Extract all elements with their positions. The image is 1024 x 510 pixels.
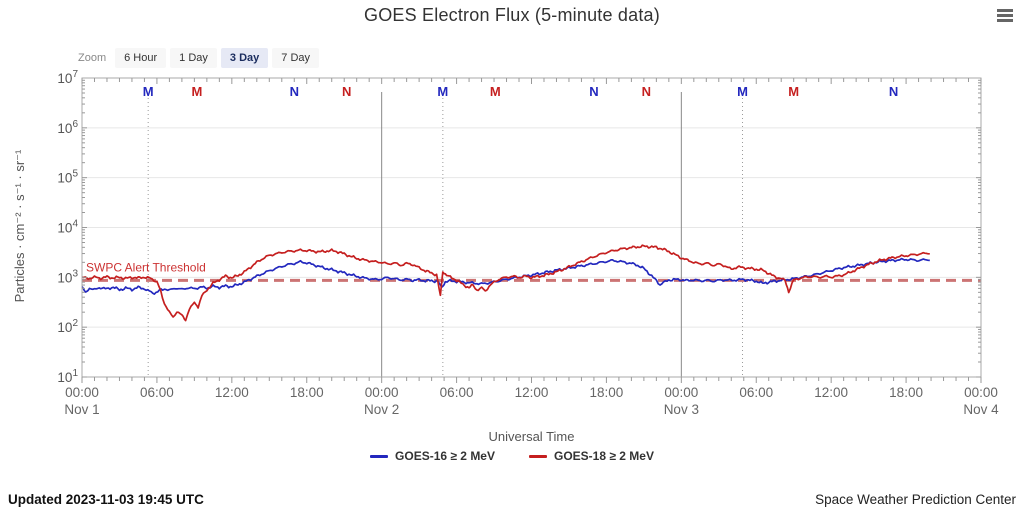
y-tick-label: 103 (57, 268, 78, 285)
updated-timestamp: Updated 2023-11-03 19:45 UTC (8, 492, 204, 507)
x-tick-label: 18:00 (290, 385, 324, 400)
satellite-marker-M: M (143, 84, 154, 99)
x-tick-label: 18:00 (590, 385, 624, 400)
threshold-label: SWPC Alert Threshold (86, 260, 206, 274)
satellite-marker-M: M (191, 84, 202, 99)
x-tick-label: 00:00 (365, 385, 399, 400)
y-tick-label: 104 (57, 219, 78, 236)
zoom-button-1day[interactable]: 1 Day (170, 48, 217, 68)
series-path-goes16[interactable] (81, 257, 930, 295)
legend: GOES-16 ≥ 2 MeV GOES-18 ≥ 2 MeV (0, 449, 1024, 463)
goes18-line-swatch (529, 454, 547, 458)
x-tick-label: 06:00 (140, 385, 174, 400)
legend-label-goes18: GOES-18 ≥ 2 MeV (554, 449, 654, 463)
zoom-button-6hour[interactable]: 6 Hour (115, 48, 167, 68)
satellite-marker-M: M (788, 84, 799, 99)
y-tick-label: 105 (57, 169, 78, 186)
flux-chart-plot-area[interactable]: SWPC Alert Threshold 107 106 105 104 103 102 10… (0, 0, 1024, 445)
y-tick-label: 106 (57, 119, 78, 136)
goes16-line-swatch (370, 454, 389, 458)
zoom-label: Zoom (78, 52, 107, 64)
satellite-marker-N: N (342, 84, 351, 99)
x-tick-label: 12:00 (515, 385, 549, 400)
range-selector: Zoom 6 Hour 1 Day 3 Day 7 Day (78, 48, 320, 68)
y-tick-label: 101 (57, 368, 78, 385)
x-axis-title: Universal Time (488, 429, 575, 444)
x-tick-label: 00:00 (964, 385, 998, 400)
satellite-marker-M: M (490, 84, 501, 99)
credit-text: Space Weather Prediction Center (815, 492, 1016, 507)
x-tick-label: 06:00 (739, 385, 773, 400)
y-axis-title: Particles · cm⁻² · s⁻¹ · sr⁻¹ (12, 149, 27, 303)
x-tick-label: 18:00 (889, 385, 923, 400)
page-title: GOES Electron Flux (5-minute data) (364, 5, 660, 25)
x-day-label: Nov 3 (664, 402, 699, 417)
satellite-marker-N: N (889, 84, 898, 99)
x-day-label: Nov 2 (364, 402, 399, 417)
legend-item-goes18[interactable]: GOES-18 ≥ 2 MeV (529, 449, 654, 463)
legend-label-goes16: GOES-16 ≥ 2 MeV (395, 449, 495, 463)
x-day-label: Nov 4 (963, 402, 999, 417)
zoom-button-3day[interactable]: 3 Day (220, 48, 269, 68)
legend-item-goes16[interactable]: GOES-16 ≥ 2 MeV (370, 449, 495, 463)
satellite-marker-N: N (589, 84, 598, 99)
y-tick-label: 107 (57, 69, 78, 86)
x-tick-label: 12:00 (814, 385, 848, 400)
x-day-label: Nov 1 (64, 402, 99, 417)
x-tick-label: 00:00 (664, 385, 698, 400)
chart-menu-button hamburger-icon[interactable] (997, 9, 1013, 24)
satellite-marker-M: M (437, 84, 448, 99)
satellite-marker-N: N (290, 84, 299, 99)
y-tick-label: 102 (57, 318, 78, 335)
satellite-marker-N: N (642, 84, 651, 99)
series-path-goes18[interactable] (81, 244, 930, 322)
x-tick-label: 00:00 (65, 385, 99, 400)
satellite-marker-M: M (737, 84, 748, 99)
zoom-button-7day[interactable]: 7 Day (272, 48, 320, 68)
x-tick-label: 06:00 (440, 385, 474, 400)
x-tick-label: 12:00 (215, 385, 249, 400)
